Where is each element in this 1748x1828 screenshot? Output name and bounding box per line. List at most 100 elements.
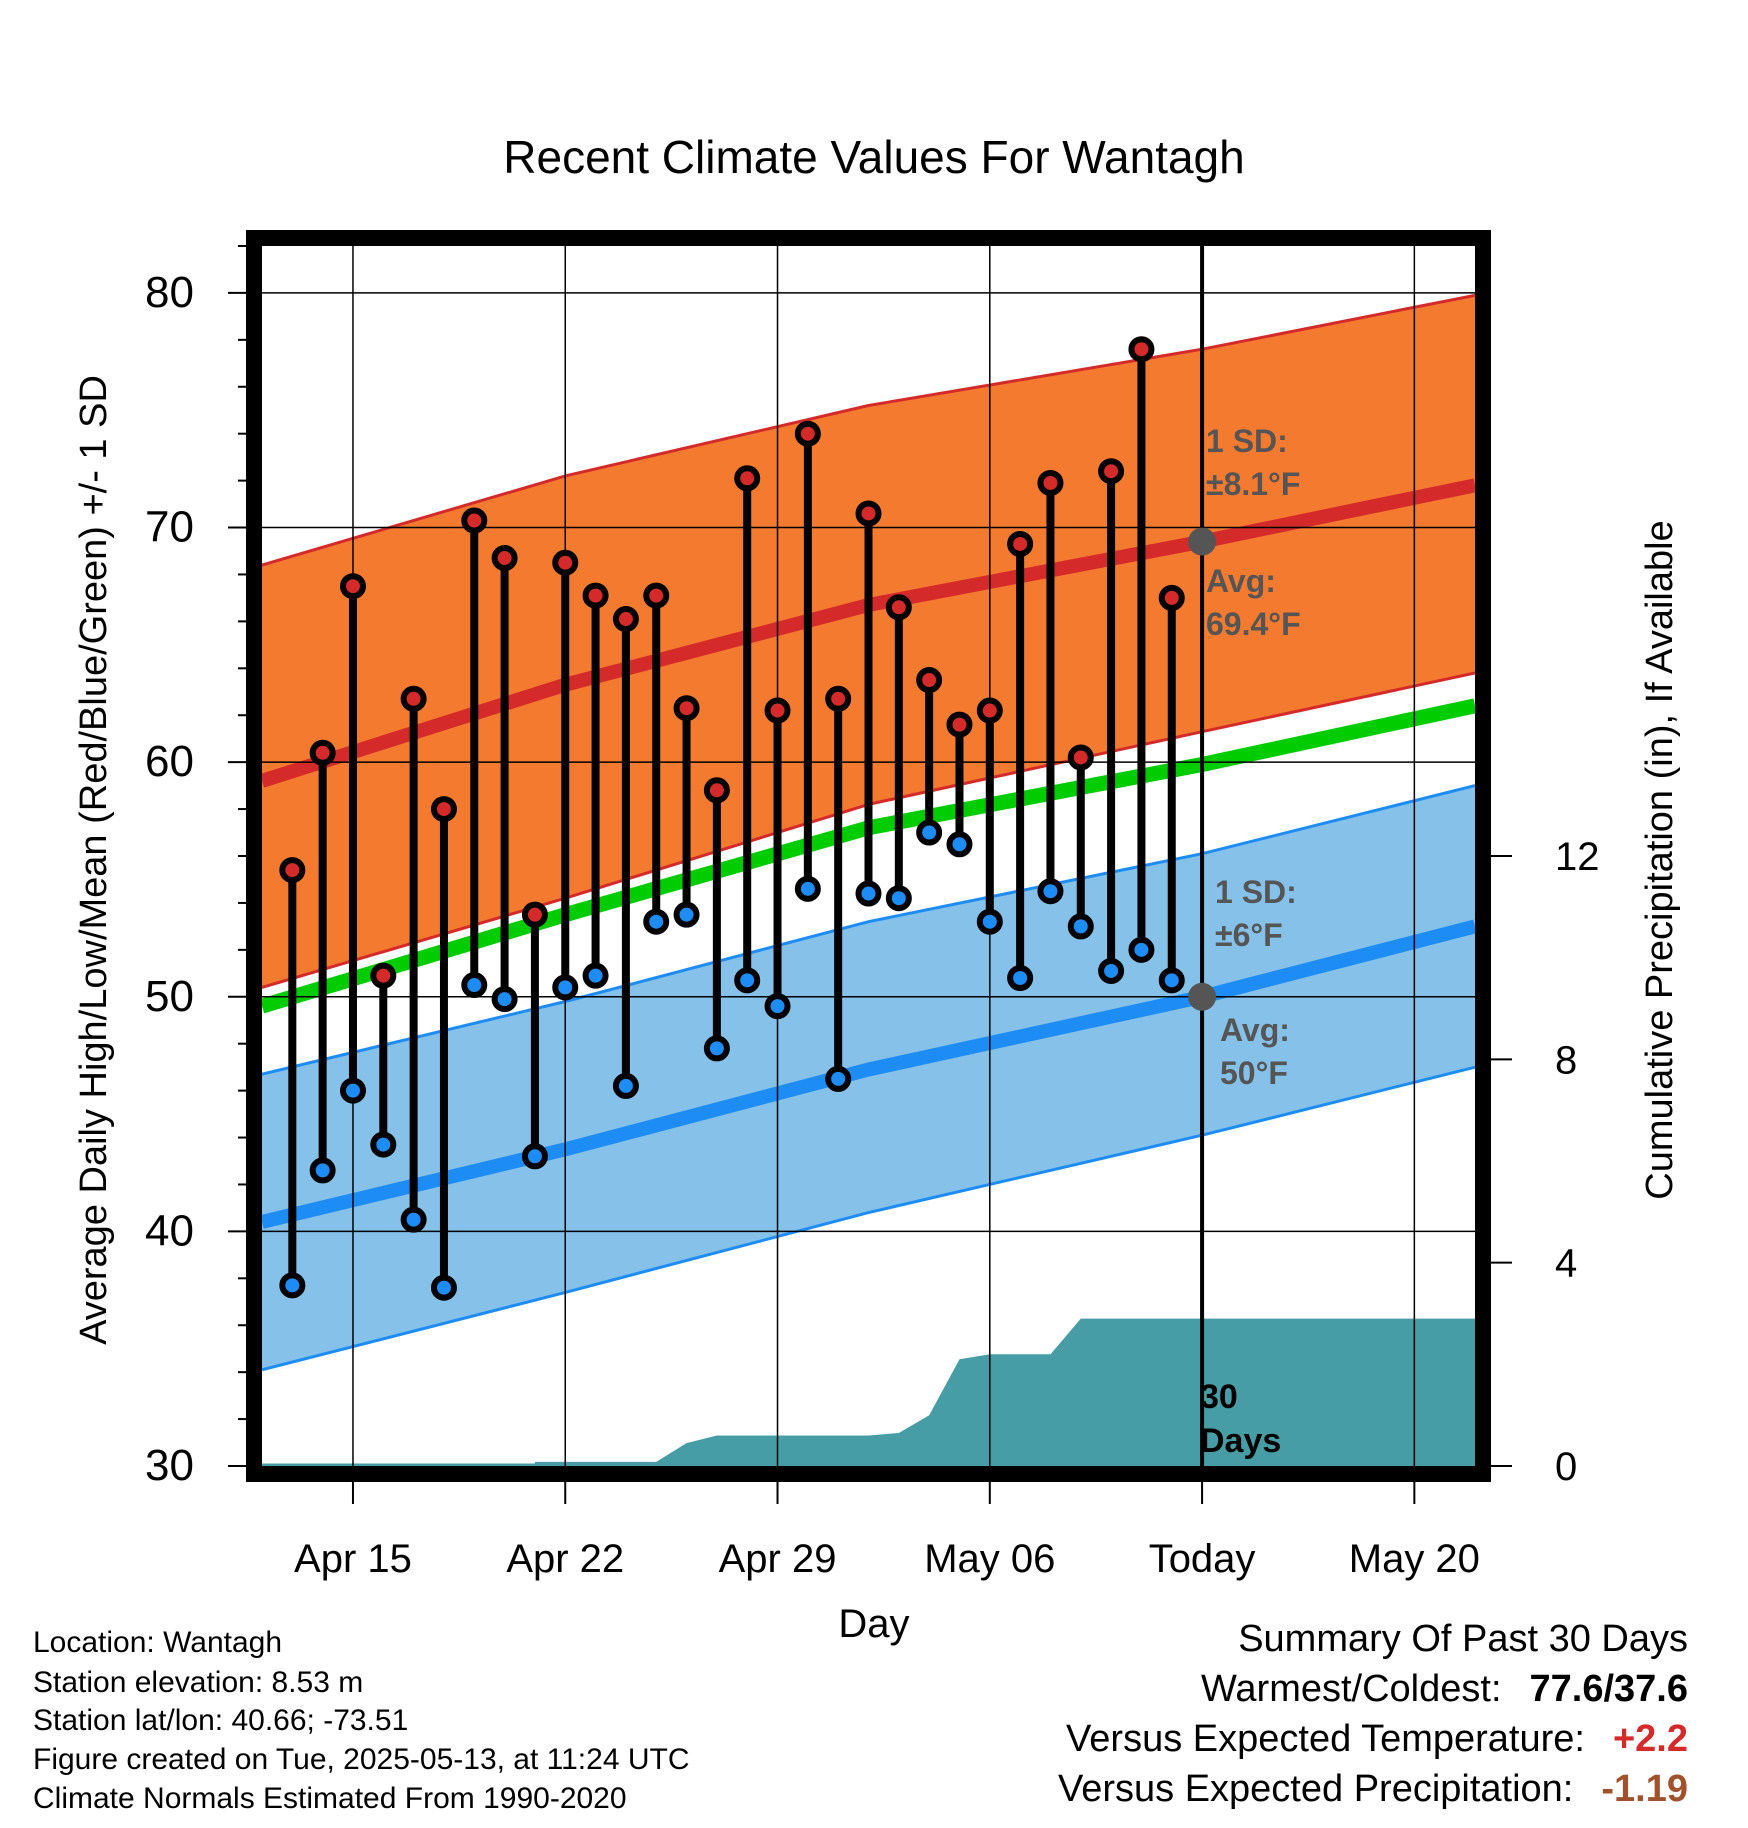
high-point [946, 711, 973, 738]
high-point [885, 594, 912, 621]
low-point [1007, 965, 1034, 991]
high-avg-value: 69.4°F [1206, 606, 1301, 642]
y-tick-label: 40 [145, 1206, 194, 1255]
latlon-text: Station lat/lon: 40.66; -73.51 [33, 1704, 409, 1737]
high-point [1158, 584, 1185, 611]
low-point [794, 875, 821, 902]
low-point [339, 1077, 366, 1104]
high-point [643, 582, 670, 609]
low-point [309, 1157, 336, 1184]
high-upper-line [262, 293, 1475, 567]
y2-tick-label: 0 [1555, 1445, 1577, 1489]
high-avg-label: Avg: [1206, 563, 1276, 599]
low-point [612, 1072, 639, 1099]
high-sd-value: ±8.1°F [1206, 466, 1300, 502]
low-point [825, 1065, 852, 1092]
low-point [916, 819, 943, 846]
low-point [1067, 913, 1094, 940]
low-point [400, 1206, 427, 1233]
low-average-line [262, 919, 1475, 1229]
high-point [309, 739, 336, 766]
x-tick-label: Apr 22 [506, 1537, 624, 1581]
normals-text: Climate Normals Estimated From 1990-2020 [33, 1782, 627, 1815]
low-point [491, 986, 518, 1013]
summary-temp: Versus Expected Temperature: +2.2 [1066, 1720, 1688, 1758]
low-avg-value: 50°F [1220, 1055, 1288, 1091]
low-point [703, 1035, 730, 1062]
y-tick-label: 70 [145, 503, 194, 552]
x-tick-label: May 06 [924, 1537, 1055, 1581]
chart-title: Recent Climate Values For Wantagh [503, 131, 1244, 183]
y2-tick-label: 12 [1555, 835, 1600, 879]
low-point [855, 880, 882, 907]
low-lower-line [262, 1065, 1475, 1372]
precip-area [262, 1318, 1475, 1466]
low-point [673, 901, 700, 928]
high-point [582, 582, 609, 609]
summary-title: Summary Of Past 30 Days [1238, 1618, 1688, 1660]
high-point [916, 667, 943, 694]
created-text: Figure created on Tue, 2025-05-13, at 11… [33, 1743, 690, 1776]
high-point [673, 695, 700, 722]
y-tick-label: 60 [145, 737, 194, 786]
location-text: Location: Wantagh [33, 1626, 283, 1659]
high-point [1128, 336, 1155, 363]
high-point [825, 685, 852, 712]
low-point [1128, 936, 1155, 963]
y2-axis-label: Cumulative Precipitation (in), If Availa… [1639, 520, 1681, 1199]
low-point [734, 967, 761, 994]
temp-value: +2.2 [1612, 1718, 1688, 1760]
y-tick-label: 30 [145, 1441, 194, 1490]
high-point [612, 606, 639, 633]
high-point [1067, 744, 1094, 771]
high-point [1007, 530, 1034, 557]
today-low-avg-marker [1188, 982, 1217, 1011]
low-point [521, 1143, 548, 1170]
precip-label: Versus Expected Precipitation: [1057, 1768, 1574, 1810]
low-point [582, 962, 609, 989]
low-point [976, 908, 1003, 935]
low-point [430, 1274, 457, 1301]
y-axis-label: Average Daily High/Low/Mean (Red/Blue/Gr… [73, 375, 115, 1345]
low-sd-value: ±6°F [1215, 917, 1283, 953]
y-tick-label: 50 [145, 972, 194, 1021]
low-point [1158, 967, 1185, 994]
low-point [1098, 957, 1125, 984]
summary-warm-cold: Warmest/Coldest: 77.6/37.6 [1201, 1670, 1688, 1708]
elevation-text: Station elevation: 8.53 m [33, 1666, 364, 1699]
precip-value: -1.19 [1601, 1768, 1688, 1810]
plot-area [262, 246, 1475, 1466]
x-tick-label: Today [1149, 1537, 1256, 1581]
y-tick-label: 80 [145, 268, 194, 317]
low-point [643, 908, 670, 935]
y2-tick-label: 4 [1555, 1242, 1577, 1286]
high-point [461, 507, 488, 534]
high-point [370, 962, 397, 989]
high-point [1037, 469, 1064, 496]
x-tick-label: May 20 [1349, 1537, 1480, 1581]
temp-label: Versus Expected Temperature: [1066, 1718, 1585, 1760]
high-point [491, 545, 518, 572]
high-point [430, 796, 457, 823]
low-point [1037, 878, 1064, 905]
x-tick-label: Apr 15 [294, 1537, 412, 1581]
low-point [764, 993, 791, 1020]
high-point [794, 420, 821, 447]
low-point [552, 974, 579, 1001]
high-point [703, 777, 730, 804]
summary-precip: Versus Expected Precipitation: -1.19 [1058, 1770, 1688, 1808]
high-point [764, 697, 791, 724]
low-sd-label: 1 SD: [1215, 874, 1297, 910]
warm-cold-value: 77.6/37.6 [1529, 1668, 1688, 1710]
high-point [1098, 458, 1125, 485]
high-point [855, 500, 882, 527]
high-point [339, 573, 366, 600]
low-point [885, 885, 912, 912]
x-axis-label: Day [838, 1602, 909, 1646]
high-sd-label: 1 SD: [1206, 423, 1288, 459]
today-high-avg-marker [1188, 527, 1217, 556]
days-label-number: 30 [1200, 1378, 1238, 1416]
low-point [279, 1272, 306, 1299]
high-point [400, 685, 427, 712]
